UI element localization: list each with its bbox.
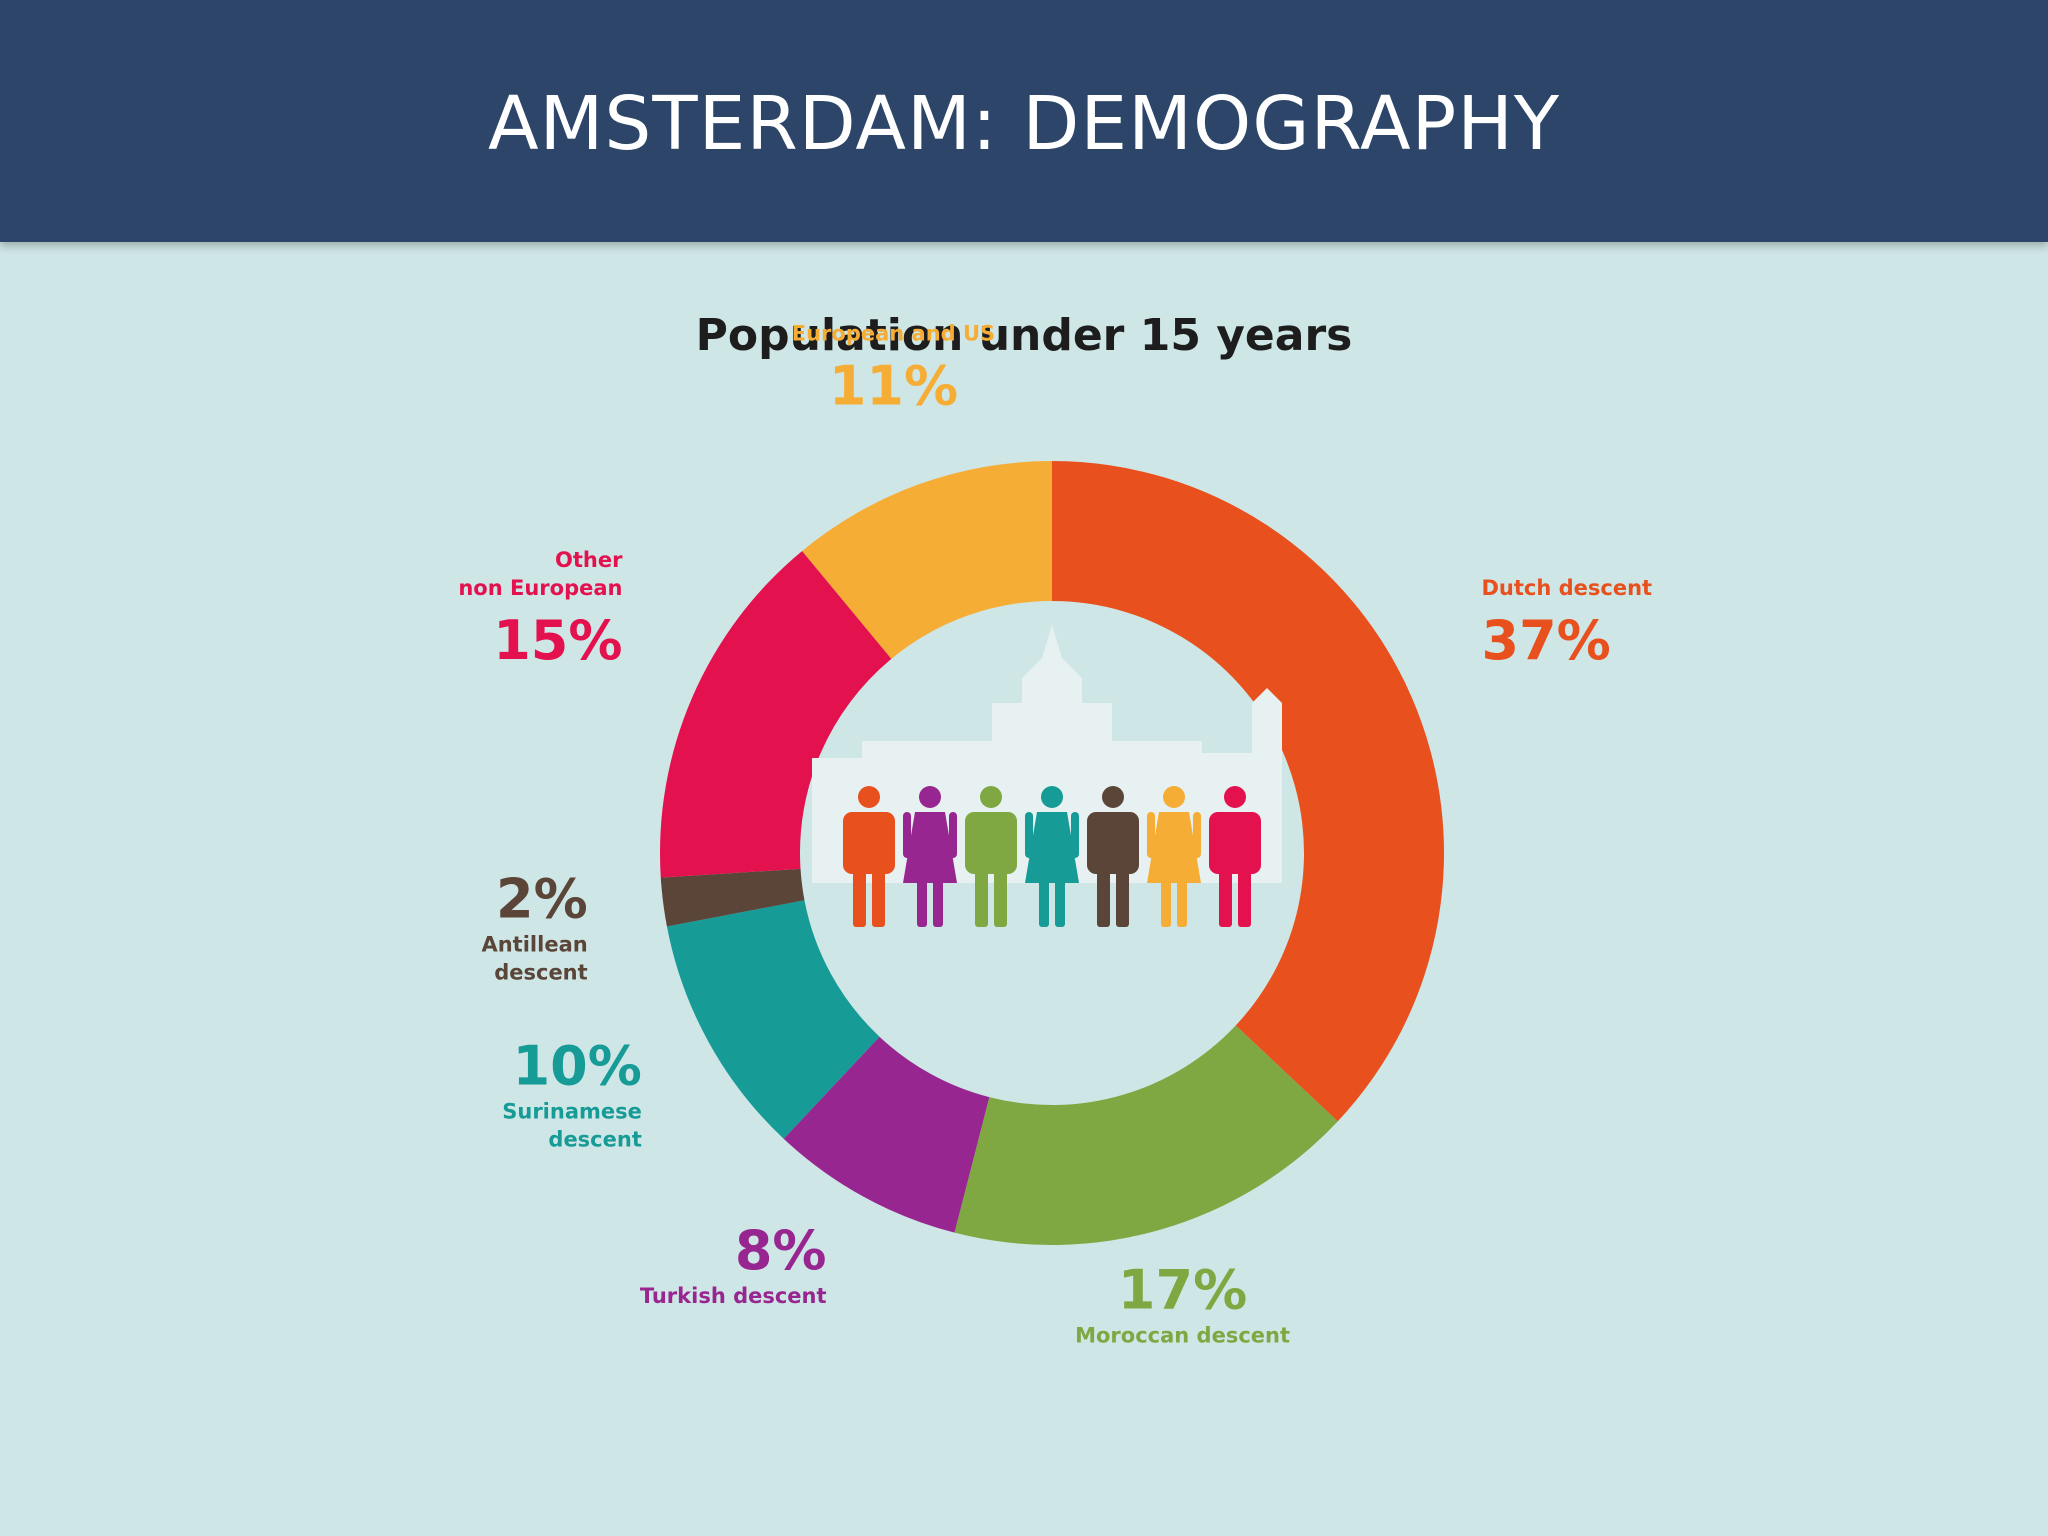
slice-label-text: Antillean — [481, 933, 587, 957]
slice-label-text: Turkish descent — [640, 1284, 827, 1308]
slice-percent: 2% — [496, 868, 588, 931]
slice-percent: 37% — [1482, 609, 1611, 672]
label-other_non_european: Other non European 15% — [458, 548, 623, 672]
person-figure-female-icon — [1147, 786, 1201, 927]
slice-european_us — [802, 461, 1052, 659]
header-bar — [0, 0, 2048, 242]
person-figure-female-icon — [1025, 786, 1079, 927]
person-figure-male-icon — [843, 786, 895, 927]
donut-slices — [659, 461, 1444, 1245]
label-antillean: 2%Antillean descent — [481, 868, 587, 985]
slice-turkish — [783, 1036, 990, 1233]
slice-moroccan — [954, 1025, 1338, 1245]
slice-percent: 8% — [735, 1219, 827, 1282]
person-figure-male-icon — [1209, 786, 1261, 927]
label-dutch: Dutch descent 37% — [1482, 576, 1653, 672]
label-moroccan: 17%Moroccan descent — [1075, 1258, 1290, 1347]
slice-dutch — [1052, 461, 1444, 1122]
label-surinamese: 10%Surinamese descent — [502, 1034, 642, 1151]
center-illustration — [802, 603, 1302, 1103]
label-turkish: 8%Turkish descent — [640, 1219, 827, 1308]
slice-surinamese — [666, 900, 880, 1139]
slice-label-text: European and US — [792, 322, 995, 346]
slice-label-text: descent — [494, 961, 587, 985]
slice-percent: 11% — [829, 355, 958, 418]
label-european_us: European and US 11% — [792, 322, 995, 418]
slice-label-text: Moroccan descent — [1075, 1323, 1290, 1347]
slice-percent: 15% — [493, 609, 622, 672]
slice-label-text: non European — [458, 576, 622, 600]
slice-percent: 10% — [513, 1034, 642, 1097]
slice-label-text: Other — [555, 548, 623, 572]
chart-title: Population under 15 years — [695, 310, 1353, 361]
slice-label-text: Dutch descent — [1482, 576, 1653, 600]
person-figure-female-icon — [903, 786, 957, 927]
slice-label-text: descent — [548, 1127, 641, 1151]
slice-other_non_european — [659, 550, 892, 878]
person-figure-male-icon — [965, 786, 1017, 927]
person-figure-male-icon — [1087, 786, 1139, 927]
slice-antillean — [660, 868, 805, 927]
slice-label-text: Surinamese — [502, 1099, 642, 1123]
slice-percent: 17% — [1118, 1258, 1247, 1321]
slice-labels: Dutch descent 37% 17%Moroccan descent 8%Tur… — [458, 322, 1652, 1348]
slide-title: AMSTERDAM: DEMOGRAPHY — [487, 81, 1561, 167]
